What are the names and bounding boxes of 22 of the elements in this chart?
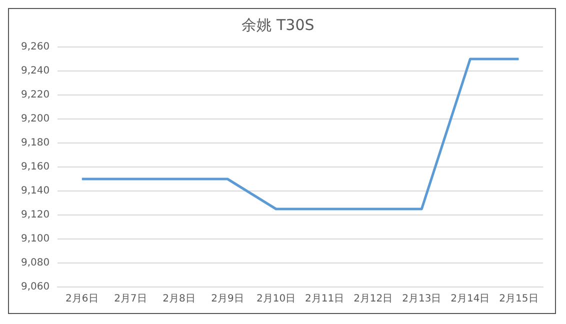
x-tick-label: 2月14日: [450, 294, 490, 305]
y-tick-label: 9,160: [20, 162, 50, 173]
y-tick-label: 9,060: [20, 282, 50, 293]
x-tick-label: 2月15日: [499, 294, 538, 305]
y-tick-label: 9,200: [20, 114, 50, 125]
y-tick-label: 9,140: [20, 186, 50, 197]
y-tick-label: 9,240: [20, 66, 50, 77]
y-tick-label: 9,100: [20, 234, 50, 245]
y-tick-label: 9,120: [20, 210, 50, 221]
x-tick-label: 2月13日: [402, 294, 442, 305]
x-tick-label: 2月9日: [211, 294, 244, 305]
y-tick-label: 9,220: [20, 90, 50, 101]
y-tick-label: 9,080: [20, 258, 50, 269]
y-tick-label: 9,260: [20, 42, 50, 53]
y-tick-label: 9,180: [20, 138, 50, 149]
x-tick-label: 2月7日: [114, 294, 147, 305]
x-tick-label: 2月12日: [354, 294, 393, 305]
x-tick-label: 2月6日: [66, 294, 98, 305]
x-tick-label: 2月8日: [162, 294, 196, 305]
x-tick-label: 2月10日: [256, 294, 296, 305]
chart-title: 余姚 T30S: [242, 16, 314, 34]
x-tick-label: 2月11日: [305, 294, 344, 305]
